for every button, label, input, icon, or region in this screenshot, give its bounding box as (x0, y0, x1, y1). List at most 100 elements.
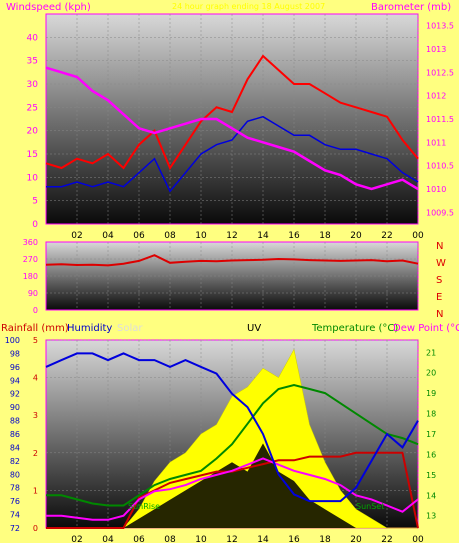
y-tick-label: 15 (27, 150, 38, 160)
direction-y-axis: 0 90 180 270 360 (23, 238, 38, 315)
rain-tick-label: 4 (33, 374, 38, 383)
rain-y-axis: 0 1 2 3 4 5 (33, 336, 38, 533)
dewpoint-series (46, 457, 419, 521)
y-tick-label: 76 (10, 497, 20, 506)
rain-tick-label: 3 (33, 411, 38, 420)
temperature-axis-title: Temperature (°C) (311, 323, 398, 334)
x-tick-label: 02 (71, 231, 82, 241)
y-right-tick-label: 1013.5 (426, 22, 454, 31)
humidity-y-axis: 72 74 76 78 80 82 84 86 88 90 92 94 96 98 100 (5, 336, 20, 533)
y-tick-label: 94 (10, 376, 20, 385)
x-tick-label: 10 (195, 231, 207, 241)
x-tick-label: 12 (226, 231, 237, 241)
y-tick-label: 80 (10, 470, 20, 479)
y-tick-label: 40 (27, 33, 39, 43)
temp-tick-label: 21 (426, 348, 436, 357)
x-tick-label: 22 (381, 535, 392, 543)
baro-y-axis: 1009.5 1010 1010.5 1011 1011.5 1012 1012.5 1013… (426, 22, 454, 218)
y-tick-label: 82 (10, 457, 20, 466)
windspeed-average-series (46, 115, 419, 193)
y-tick-label: 86 (10, 430, 20, 439)
humidity-axis-title: Humidity (67, 323, 112, 334)
x-tick-label: 06 (133, 535, 145, 543)
y-tick-label: 5 (32, 197, 38, 207)
y-tick-label: 84 (10, 443, 20, 452)
x-tick-label: 18 (319, 535, 331, 543)
uv-series (46, 443, 418, 528)
x-tick-label: 20 (350, 231, 362, 241)
y-tick-label: 270 (23, 255, 38, 264)
x-tick-label: 14 (257, 231, 269, 241)
windspeed-gust-series (45, 54, 419, 171)
temp-tick-label: 17 (426, 430, 436, 439)
y-tick-label: 0 (33, 306, 38, 315)
wind-y-axis: 0 5 10 15 20 25 30 35 40 (27, 33, 39, 230)
temp-tick-label: 20 (426, 369, 436, 378)
x-tick-label: 22 (381, 231, 392, 241)
y-tick-label: 90 (28, 289, 38, 298)
x-tick-label: 18 (319, 231, 331, 241)
y-right-tick-label: 1012 (426, 92, 446, 101)
x-tick-label: 16 (288, 535, 300, 543)
compass-labels: N W S E N (436, 241, 446, 320)
x-tick-label: 08 (164, 231, 176, 241)
y-right-tick-label: 1013 (426, 45, 446, 54)
compass-label: N (436, 241, 443, 252)
x-tick-label: 06 (133, 231, 145, 241)
x-tick-label: 08 (164, 535, 176, 543)
barometer-series (45, 66, 419, 191)
y-right-tick-label: 1010 (426, 185, 446, 194)
y-right-tick-label: 1010.5 (426, 162, 454, 171)
y-tick-label: 78 (10, 484, 20, 493)
temp-tick-label: 16 (426, 450, 436, 459)
y-tick-label: 20 (27, 127, 39, 137)
x-tick-label: 12 (226, 535, 237, 543)
y-right-tick-label: 1011 (426, 138, 446, 147)
solar-axis-title: Solar (117, 323, 143, 334)
x-tick-label: 10 (195, 535, 207, 543)
x-tick-label: 04 (102, 535, 114, 543)
x-tick-label: 04 (102, 231, 114, 241)
y-tick-label: 10 (27, 173, 39, 183)
y-tick-label: 360 (23, 238, 38, 247)
temperature-series (46, 383, 419, 507)
y-tick-label: 0 (32, 220, 38, 230)
rainfall-axis-title: Rainfall (mm) (1, 323, 69, 334)
temp-tick-label: 18 (426, 410, 436, 419)
y-tick-label: 96 (10, 363, 20, 372)
y-tick-label: 92 (10, 390, 20, 399)
x-tick-label: 20 (350, 535, 362, 543)
wind-grid (46, 14, 419, 224)
uv-axis-title: UV (247, 323, 261, 334)
y-tick-label: 88 (10, 417, 20, 426)
y-tick-label: 25 (27, 103, 38, 113)
sunset-label: SunSet (356, 502, 384, 511)
wind-x-axis: 02 04 06 08 10 12 14 16 18 20 22 00 (71, 231, 424, 241)
compass-label: N (436, 309, 443, 320)
direction-grid (46, 242, 419, 310)
climate-x-axis: 02 04 06 08 10 12 14 16 18 20 22 00 (71, 535, 424, 543)
barometer-axis-title: Barometer (mb) (371, 2, 451, 13)
y-tick-label: 74 (10, 511, 20, 520)
rain-tick-label: 1 (33, 486, 38, 495)
rain-tick-label: 2 (33, 449, 38, 458)
dewpoint-axis-title: Dew Point (°C) (393, 323, 459, 334)
compass-label: W (436, 258, 446, 269)
y-right-tick-label: 1011.5 (426, 115, 454, 124)
y-tick-label: 30 (27, 80, 39, 90)
x-tick-label: 00 (412, 535, 424, 543)
y-right-tick-label: 1009.5 (426, 208, 454, 217)
wind-direction-series (45, 254, 419, 267)
temperature-y-axis: 13 14 15 16 17 18 19 20 21 (426, 348, 436, 520)
temp-tick-label: 13 (426, 512, 436, 521)
y-tick-label: 35 (27, 57, 38, 67)
x-tick-label: 00 (412, 231, 424, 241)
windspeed-axis-title: Windspeed (kph) (6, 2, 91, 13)
y-tick-label: 72 (10, 524, 20, 533)
x-tick-label: 02 (71, 535, 82, 543)
x-tick-label: 14 (257, 535, 269, 543)
y-tick-label: 100 (5, 336, 20, 345)
x-tick-label: 16 (288, 231, 300, 241)
temp-tick-label: 19 (426, 389, 436, 398)
